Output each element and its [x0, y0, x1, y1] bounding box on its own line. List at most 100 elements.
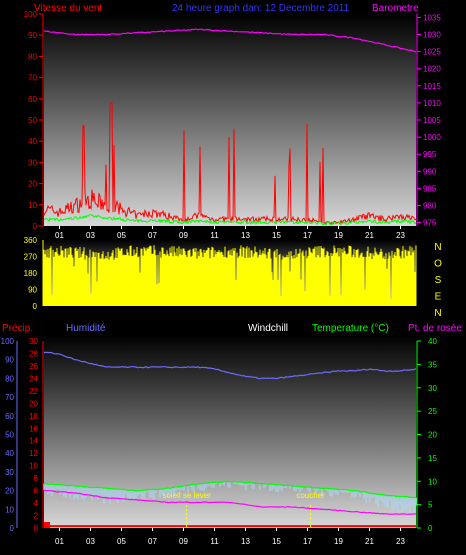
humidity-tick-label: 60 [5, 412, 14, 421]
precip-tick-label: 24 [29, 374, 38, 383]
dewpoint-series [43, 489, 417, 515]
x-tick-label: 09 [179, 537, 188, 546]
x-tick-label: 23 [396, 231, 405, 240]
precip-tick-label: 10 [29, 462, 38, 471]
baro-tick-label: 1035 [423, 13, 441, 22]
compass-label: N [434, 242, 441, 253]
x-tick-label: 03 [86, 231, 95, 240]
x-tick-label: 07 [148, 231, 157, 240]
winddir-tick-label: 90 [28, 286, 37, 295]
windchill-label: Windchill [248, 323, 288, 334]
sun-event-label: coucher [296, 491, 325, 500]
precip-tick-label: 20 [29, 399, 38, 408]
wind-tick-label: 40 [28, 137, 37, 146]
x-tick-label: 15 [272, 231, 281, 240]
precip-tick-label: 18 [29, 412, 38, 421]
precip-tick-label: 4 [34, 499, 39, 508]
precip-tick-label: 6 [34, 487, 39, 496]
humidity-label: Humidité [66, 323, 106, 334]
humidity-tick-label: 40 [5, 449, 14, 458]
temp-tick-label: 15 [428, 454, 437, 463]
x-tick-label: 11 [210, 231, 219, 240]
x-tick-label: 19 [334, 231, 343, 240]
baro-tick-label: 1030 [423, 31, 441, 40]
temp-tick-label: 40 [428, 337, 437, 346]
baro-tick-label: 1025 [423, 48, 441, 57]
baro-tick-label: 990 [423, 167, 437, 176]
barometer-label: Barometre [372, 3, 419, 14]
precip-tick-label: 2 [34, 512, 39, 521]
temp-tick-label: 10 [428, 477, 437, 486]
precip-tick-label: 12 [29, 449, 38, 458]
sun-event-label: soleil se lever [162, 491, 211, 500]
baro-tick-label: 1020 [423, 65, 441, 74]
x-tick-label: 05 [117, 537, 126, 546]
wind-avg-series [43, 214, 417, 226]
x-tick-label: 21 [365, 537, 374, 546]
climate-panel [44, 335, 416, 528]
humidity-tick-label: 90 [5, 356, 14, 365]
precip-tick-label: 22 [29, 387, 38, 396]
x-tick-label: 17 [303, 231, 312, 240]
x-tick-label: 09 [179, 231, 188, 240]
baro-tick-label: 1015 [423, 82, 441, 91]
humidity-tick-label: 10 [5, 505, 14, 514]
wind-tick-label: 70 [28, 74, 37, 83]
winddir-tick-label: 270 [24, 253, 38, 262]
compass-label: E [435, 292, 442, 303]
wind-tick-label: 50 [28, 116, 37, 125]
precip-tick-label: 14 [29, 437, 38, 446]
x-tick-label: 13 [241, 231, 250, 240]
compass-label: O [434, 259, 442, 270]
x-tick-label: 13 [241, 537, 250, 546]
baro-tick-label: 1000 [423, 133, 441, 142]
temp-tick-label: 20 [428, 431, 437, 440]
x-tick-label: 05 [117, 231, 126, 240]
precip-tick-label: 26 [29, 362, 38, 371]
precip-tick-label: 8 [34, 474, 39, 483]
temp-tick-label: 0 [428, 524, 433, 533]
precip-tick-label: 16 [29, 424, 38, 433]
date-range-label: 24 heure graph dan: 12 Decembre 2011 [172, 3, 350, 14]
humidity-tick-label: 0 [10, 524, 15, 533]
temp-tick-label: 25 [428, 407, 437, 416]
winddir-tick-label: 0 [33, 302, 38, 311]
baro-tick-label: 995 [423, 150, 437, 159]
precip-tick-label: 0 [34, 524, 39, 533]
winddir-tick-label: 360 [24, 236, 38, 245]
wind-speed-series [43, 102, 417, 225]
compass-label: N [434, 308, 441, 319]
temp-tick-label: 35 [428, 360, 437, 369]
humidity-tick-label: 30 [5, 468, 14, 477]
temperature-label: Temperature (°C) [312, 323, 389, 334]
barometer-series [43, 28, 417, 53]
precip-bar [44, 522, 50, 528]
wind-tick-label: 80 [28, 52, 37, 61]
humidity-tick-label: 100 [1, 337, 15, 346]
wind-tick-label: 30 [28, 158, 37, 167]
x-tick-label: 01 [55, 231, 64, 240]
baro-tick-label: 1005 [423, 116, 441, 125]
baro-tick-label: 1010 [423, 99, 441, 108]
precip-tick-label: 30 [29, 337, 38, 346]
baro-tick-label: 985 [423, 184, 437, 193]
x-tick-label: 07 [148, 537, 157, 546]
x-tick-label: 23 [396, 537, 405, 546]
humidity-series [43, 351, 417, 380]
temperature-series [43, 480, 417, 499]
precip-label: Précip. [2, 323, 33, 334]
x-tick-label: 21 [365, 231, 374, 240]
x-tick-label: 01 [55, 537, 64, 546]
wind-tick-label: 60 [28, 95, 37, 104]
x-tick-label: 17 [303, 537, 312, 546]
wind-tick-label: 0 [33, 222, 38, 231]
wind-tick-label: 20 [28, 180, 37, 189]
humidity-tick-label: 70 [5, 393, 14, 402]
compass-label: S [435, 275, 442, 286]
wind-speed-label: Vitesse du vent [34, 3, 102, 14]
temp-tick-label: 5 [428, 501, 433, 510]
dewpoint-label: Pt. de rosée [408, 323, 462, 334]
x-tick-label: 03 [86, 537, 95, 546]
